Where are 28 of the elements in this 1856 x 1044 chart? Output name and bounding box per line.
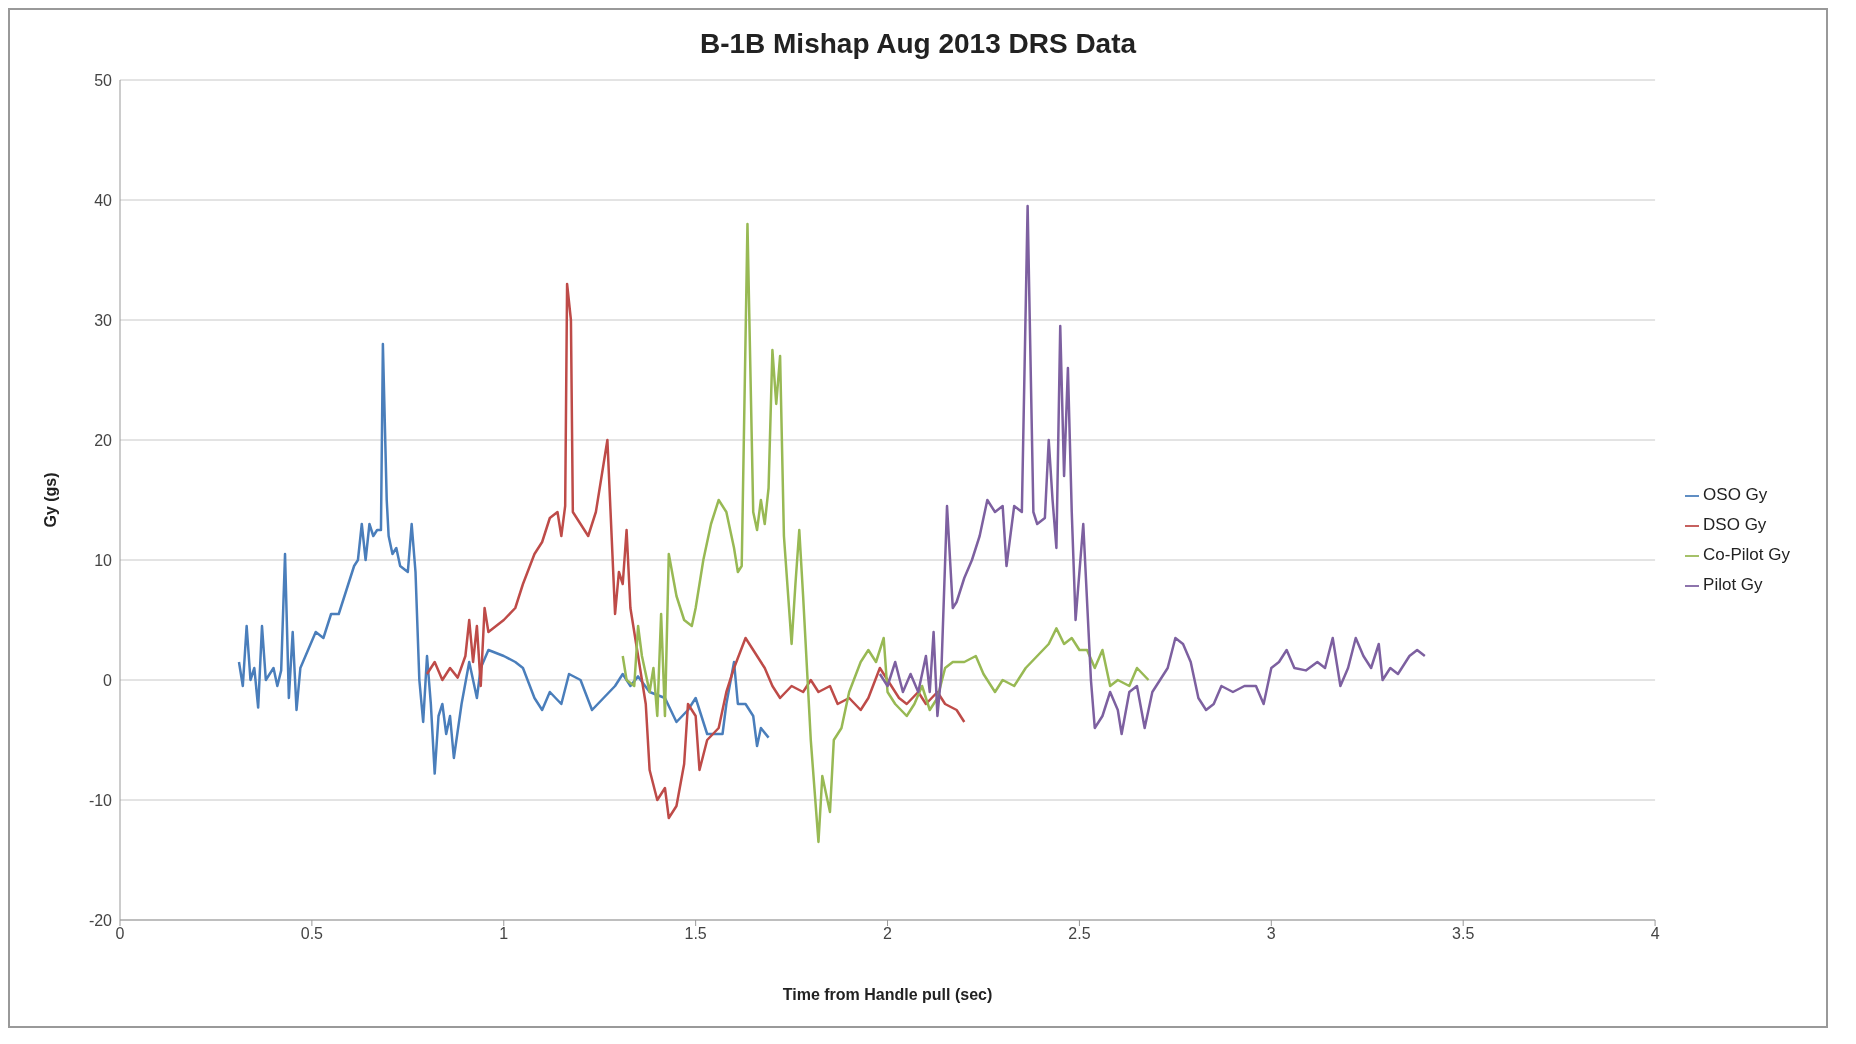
line-series [878, 204, 1427, 736]
y-tick-label: 30 [94, 311, 113, 329]
x-tick-label: 1 [499, 925, 509, 943]
x-axis-title: Time from Handle pull (sec) [782, 986, 993, 1003]
legend-label: Pilot Gy [1703, 575, 1763, 594]
y-tick-label: -20 [88, 911, 113, 929]
y-tick-label: -10 [88, 791, 113, 809]
x-tick-label: 0.5 [300, 925, 324, 943]
x-tick-label: 4 [1650, 925, 1660, 943]
y-axis-title: Gy (gs) [41, 472, 59, 528]
legend-label: Co-Pilot Gy [1703, 545, 1790, 564]
x-tick-label: 3 [1266, 925, 1276, 943]
y-tick-label: 20 [94, 431, 113, 449]
y-tick-label: 0 [103, 671, 113, 689]
line-series [621, 222, 1150, 844]
x-tick-label: 2 [883, 925, 893, 943]
line-series [237, 342, 770, 775]
chart-title: B-1B Mishap Aug 2013 DRS Data [698, 27, 1138, 60]
y-tick-label: 10 [94, 551, 113, 569]
legend-label: OSO Gy [1703, 485, 1768, 504]
x-tick-label: 3.5 [1452, 925, 1475, 943]
line-series [425, 282, 966, 820]
legend-label: DSO Gy [1703, 515, 1767, 534]
x-tick-label: 1.5 [684, 925, 707, 943]
x-tick-label: 2.5 [1068, 925, 1091, 943]
y-tick-label: 40 [94, 191, 113, 209]
x-tick-label: 0 [115, 925, 125, 943]
y-tick-label: 50 [94, 71, 113, 89]
